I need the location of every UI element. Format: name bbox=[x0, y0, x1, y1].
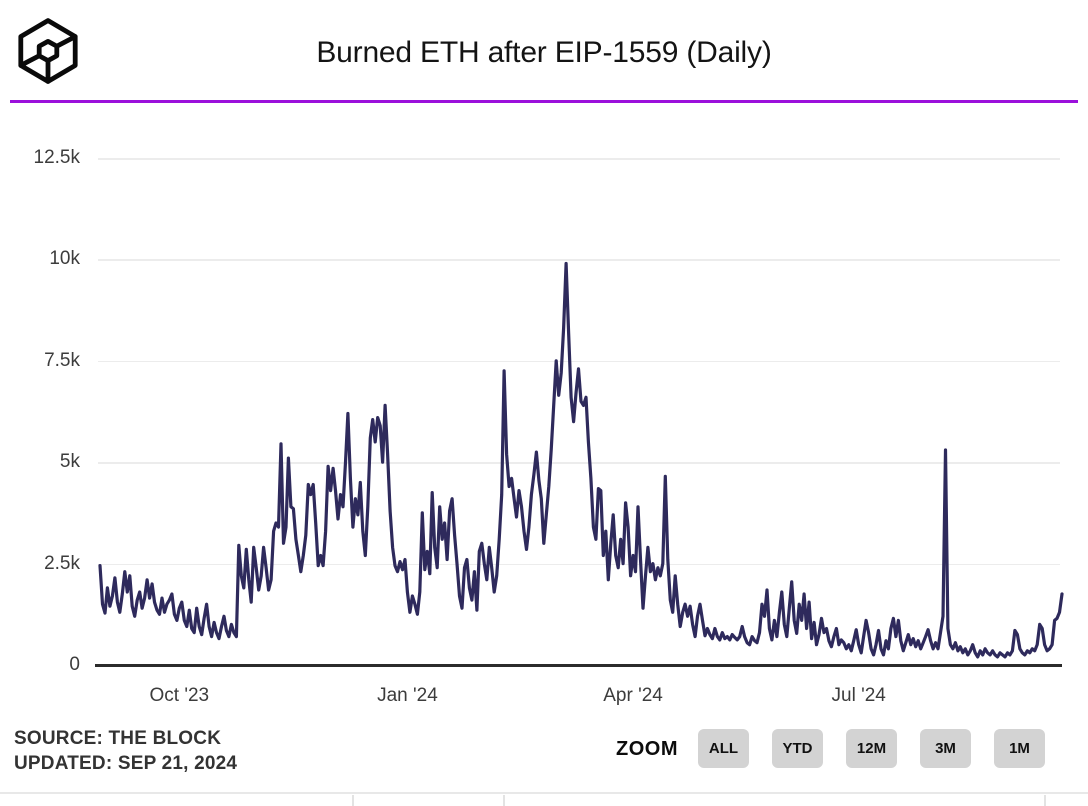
zoom-button-group: ALL YTD 12M 3M 1M bbox=[698, 729, 1045, 768]
logo-spoke-ne bbox=[54, 34, 78, 49]
x-axis-tick-label: Oct '23 bbox=[149, 685, 210, 706]
updated-line: UPDATED: SEP 21, 2024 bbox=[14, 753, 238, 774]
y-axis-tick-label: 2.5k bbox=[44, 552, 80, 574]
y-axis-tick-label: 10k bbox=[49, 248, 80, 270]
zoom-controls-label: ZOOM bbox=[616, 738, 678, 760]
zoom-button-1m[interactable]: 1M bbox=[994, 729, 1045, 768]
zoom-button-12m[interactable]: 12M bbox=[846, 729, 897, 768]
zoom-button-ytd[interactable]: YTD bbox=[772, 729, 823, 768]
x-axis-tick-label: Apr '24 bbox=[603, 685, 663, 706]
logo-spoke-sw bbox=[18, 53, 42, 68]
section-divider bbox=[0, 792, 1088, 794]
page-title: Burned ETH after EIP-1559 (Daily) bbox=[316, 36, 772, 69]
zoom-button-all[interactable]: ALL bbox=[698, 729, 749, 768]
y-axis-tick-label: 12.5k bbox=[33, 147, 80, 168]
header-accent-rule bbox=[10, 100, 1078, 103]
y-axis-tick-label: 0 bbox=[69, 654, 80, 675]
y-gridline bbox=[98, 259, 1060, 261]
x-axis-tick-label: Jan '24 bbox=[377, 685, 438, 706]
the-block-cube-logo[interactable] bbox=[12, 12, 84, 90]
x-axis-tick-label: Jul '24 bbox=[831, 685, 886, 706]
chart-source-caption: SOURCE: THE BLOCK UPDATED: SEP 21, 2024 bbox=[14, 726, 237, 776]
y-gridline bbox=[98, 360, 1060, 363]
next-section-column-separator bbox=[1044, 795, 1046, 806]
y-gridline bbox=[98, 158, 1060, 160]
y-axis-tick-label: 5k bbox=[59, 451, 80, 473]
series-line-burned-eth-daily- bbox=[98, 261, 1064, 659]
x-axis-line bbox=[95, 664, 1062, 667]
y-gridline bbox=[98, 462, 1060, 464]
zoom-button-3m[interactable]: 3M bbox=[920, 729, 971, 768]
next-section-column-separator bbox=[503, 795, 505, 806]
source-line: SOURCE: THE BLOCK bbox=[14, 728, 222, 749]
y-axis-tick-label: 7.5k bbox=[44, 349, 80, 371]
y-gridline bbox=[98, 563, 1060, 566]
next-section-column-separator bbox=[352, 795, 354, 806]
